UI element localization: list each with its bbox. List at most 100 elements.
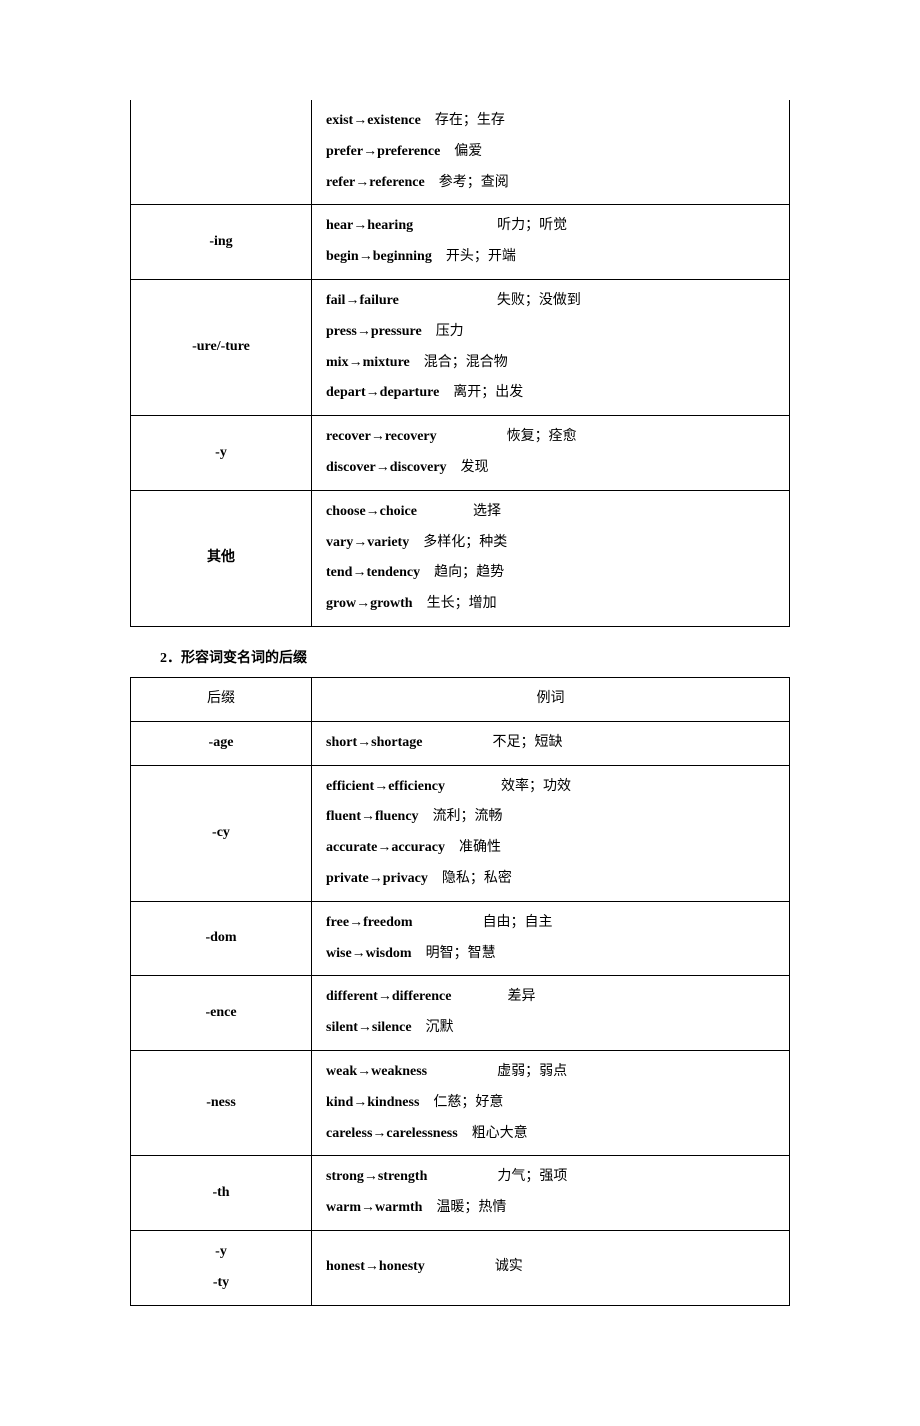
word-from: careless	[326, 1126, 372, 1141]
spacer	[437, 429, 507, 444]
arrow-icon: →	[353, 1095, 367, 1110]
word-from: weak	[326, 1064, 357, 1079]
meaning-text: 混合；混合物	[424, 355, 508, 370]
word-from: begin	[326, 249, 359, 264]
meaning-text: 不足；短缺	[492, 735, 562, 750]
table-row: -cyefficient→efficiency 效率；功效fluent→flue…	[131, 765, 790, 901]
example-cell: honest→honesty 诚实	[312, 1230, 790, 1305]
meaning-text: 沉默	[426, 1020, 454, 1035]
word-to: shortage	[371, 735, 422, 750]
word-from: vary	[326, 535, 353, 550]
word-from: efficient	[326, 779, 374, 794]
spacer	[440, 144, 454, 159]
table-row: -y-ty honest→honesty 诚实	[131, 1230, 790, 1305]
word-from: private	[326, 871, 369, 886]
word-to: recovery	[385, 429, 437, 444]
example-cell: weak→weakness 虚弱；弱点kind→kindness 仁慈；好意ca…	[312, 1050, 790, 1155]
example-line: warm→warmth 温暖；热情	[326, 1193, 779, 1224]
suffix-cell: -th	[131, 1156, 312, 1231]
example-line: prefer→preference 偏爱	[326, 137, 779, 168]
spacer	[419, 809, 433, 824]
example-cell: efficient→efficiency 效率；功效fluent→fluency…	[312, 765, 790, 901]
arrow-icon: →	[361, 1200, 375, 1215]
meaning-text: 选择	[473, 504, 501, 519]
spacer	[458, 1126, 472, 1141]
suffix-cell: -y-ty	[131, 1230, 312, 1305]
table-row: 其他choose→choice 选择vary→variety 多样化；种类ten…	[131, 490, 790, 626]
word-from: prefer	[326, 144, 363, 159]
example-line: different→difference 差异	[326, 982, 779, 1013]
suffix-table-2: 后缀例词-ageshort→shortage 不足；短缺-cyefficient…	[130, 677, 790, 1306]
word-to: warmth	[375, 1200, 422, 1215]
word-to: growth	[370, 596, 413, 611]
spacer	[410, 355, 424, 370]
spacer	[413, 218, 497, 233]
example-line: discover→discovery 发现	[326, 453, 779, 484]
word-to: choice	[380, 504, 417, 519]
table-row: -ence different→difference 差异silent→silen…	[131, 976, 790, 1051]
table-row: -inghear→hearing 听力；听觉begin→beginning 开头…	[131, 205, 790, 280]
word-to: failure	[359, 293, 398, 308]
spacer	[409, 535, 423, 550]
meaning-text: 多样化；种类	[423, 535, 507, 550]
word-from: hear	[326, 218, 353, 233]
example-cell: free→freedom 自由；自主wise→wisdom 明智；智慧	[312, 901, 790, 976]
arrow-icon: →	[364, 1169, 378, 1184]
word-to: tendency	[366, 565, 420, 580]
suffix-cell: -dom	[131, 901, 312, 976]
arrow-icon: →	[358, 1020, 372, 1035]
arrow-icon: →	[371, 429, 385, 444]
spacer	[399, 293, 497, 308]
example-line: silent→silence 沉默	[326, 1013, 779, 1044]
spacer	[428, 871, 442, 886]
meaning-text: 温暖；热情	[436, 1200, 506, 1215]
word-from: depart	[326, 385, 366, 400]
suffix-cell: -ence	[131, 976, 312, 1051]
meaning-text: 诚实	[495, 1259, 523, 1274]
example-line: strong→strength 力气；强项	[326, 1162, 779, 1193]
word-to: weakness	[371, 1064, 427, 1079]
meaning-text: 隐私；私密	[442, 871, 512, 886]
meaning-text: 明智；智慧	[426, 946, 496, 961]
example-line: depart→departure 离开；出发	[326, 378, 779, 409]
word-to: preference	[377, 144, 440, 159]
suffix-cell: -ness	[131, 1050, 312, 1155]
spacer	[412, 946, 426, 961]
arrow-icon: →	[353, 535, 367, 550]
word-from: exist	[326, 113, 353, 128]
arrow-icon: →	[365, 1259, 379, 1274]
arrow-icon: →	[352, 946, 366, 961]
arrow-icon: →	[378, 989, 392, 1004]
word-from: choose	[326, 504, 366, 519]
spacer	[417, 504, 473, 519]
example-line: honest→honesty 诚实	[326, 1252, 779, 1283]
arrow-icon: →	[357, 1064, 371, 1079]
meaning-text: 力气；强项	[497, 1169, 567, 1184]
word-to: mixture	[363, 355, 410, 370]
word-to: silence	[372, 1020, 412, 1035]
example-cell: hear→hearing 听力；听觉begin→beginning 开头；开端	[312, 205, 790, 280]
spacer	[422, 1200, 436, 1215]
example-line: efficient→efficiency 效率；功效	[326, 772, 779, 803]
meaning-text: 听力；听觉	[497, 218, 567, 233]
word-to: difference	[392, 989, 452, 1004]
example-line: free→freedom 自由；自主	[326, 908, 779, 939]
word-to: hearing	[367, 218, 413, 233]
section-2-title: 2．形容词变名词的后缀	[160, 647, 790, 667]
spacer	[422, 324, 436, 339]
arrow-icon: →	[359, 249, 373, 264]
example-line: fail→failure 失败；没做到	[326, 286, 779, 317]
example-line: grow→growth 生长；增加	[326, 589, 779, 620]
table-row: -yrecover→recovery 恢复；痊愈discover→discove…	[131, 416, 790, 491]
example-line: kind→kindness 仁慈；好意	[326, 1088, 779, 1119]
spacer	[420, 565, 434, 580]
word-from: refer	[326, 175, 355, 190]
word-to: existence	[367, 113, 421, 128]
meaning-text: 仁慈；好意	[433, 1095, 503, 1110]
table-row: -domfree→freedom 自由；自主wise→wisdom 明智；智慧	[131, 901, 790, 976]
meaning-text: 粗心大意	[472, 1126, 528, 1141]
meaning-text: 虚弱；弱点	[497, 1064, 567, 1079]
meaning-text: 偏爱	[454, 144, 482, 159]
example-cell: choose→choice 选择vary→variety 多样化；种类tend→…	[312, 490, 790, 626]
arrow-icon: →	[352, 565, 366, 580]
